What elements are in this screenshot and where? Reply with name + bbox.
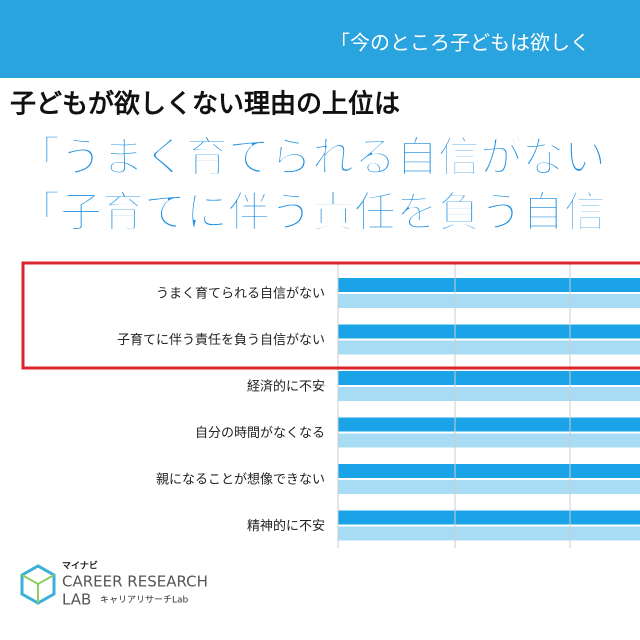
category-label: 精神的に不安: [247, 518, 325, 534]
bar-dark: [338, 510, 640, 525]
category-label: 子育てに伴う責任を負う自信がない: [117, 332, 325, 348]
category-label: 親になることが想像できない: [156, 472, 325, 488]
bar-light: [338, 340, 640, 355]
bar-light: [338, 433, 640, 448]
chart: うまく育てられる自信がない子育てに伴う責任を負う自信がない経済的に不安自分の時間…: [21, 261, 640, 548]
logo-icon: [20, 564, 56, 605]
bar-dark: [338, 371, 640, 385]
logo-lab: LAB: [62, 591, 91, 609]
category-label: 自分の時間がなくなる: [195, 426, 325, 441]
bar-dark: [338, 324, 640, 339]
bar-light: [338, 294, 640, 308]
bar-light: [338, 480, 640, 494]
header-banner: 「今のところ子どもは欲しく: [330, 31, 590, 55]
category-label: 経済的に不安: [247, 379, 325, 395]
bar-dark: [338, 278, 640, 292]
category-label: うまく育てられる自信がない: [156, 286, 325, 302]
logo-brand: マイナビ: [62, 560, 98, 572]
bar-light: [338, 387, 640, 401]
headline-lead: 子どもが欲しくない理由の上位は: [10, 89, 400, 120]
bar-dark: [338, 464, 640, 478]
logo-sub: キャリアリサーチLab: [100, 595, 189, 606]
highlight-box: [21, 261, 640, 370]
header-band: [0, 0, 640, 78]
bar-light: [338, 526, 640, 541]
logo-name: CAREER RESEARCH: [62, 573, 208, 591]
headline-line: 「子育てに伴う責任を負う自信: [18, 188, 606, 237]
logo: マイナビ CAREER RESEARCH LAB キャリアリサーチLab: [20, 560, 208, 609]
headline-line: 「うまく育てられる自信がない: [18, 133, 606, 182]
bar-dark: [338, 417, 640, 432]
logo-icon: [21, 574, 55, 603]
